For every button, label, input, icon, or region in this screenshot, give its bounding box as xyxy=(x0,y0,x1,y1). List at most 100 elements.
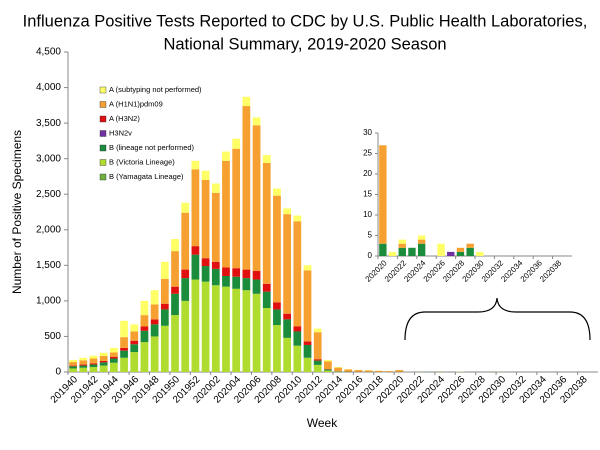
y-tick-label: 5 xyxy=(368,231,373,240)
bar-segment xyxy=(191,279,200,372)
x-axis-label: Week xyxy=(307,416,338,430)
bar-segment xyxy=(140,342,149,372)
y-tick-label: 2,000 xyxy=(36,224,61,235)
bar-segment xyxy=(89,363,98,365)
bar-segment xyxy=(201,258,210,267)
bar-segment xyxy=(130,324,139,332)
bar-segment xyxy=(334,367,342,368)
bar-segment xyxy=(201,170,210,180)
bar-segment xyxy=(89,367,98,372)
legend-swatch xyxy=(99,101,107,108)
bar-segment xyxy=(293,215,302,222)
bar-segment xyxy=(273,325,281,372)
bar-segment xyxy=(232,138,241,149)
bar-segment xyxy=(109,352,118,357)
bar-segment xyxy=(417,243,426,256)
bar-segment xyxy=(303,270,312,342)
bar-segment xyxy=(109,358,118,363)
bar-segment xyxy=(79,367,88,372)
bar-segment xyxy=(313,332,322,360)
inset-brace xyxy=(404,297,591,341)
bar-segment xyxy=(385,371,393,372)
bar-segment xyxy=(303,344,312,358)
bar-segment xyxy=(408,247,416,256)
bar-segment xyxy=(232,268,241,277)
bar-segment xyxy=(303,357,312,372)
bar-segment xyxy=(242,106,251,270)
bar-segment xyxy=(293,221,302,327)
bar-segment xyxy=(252,125,261,272)
bar-segment xyxy=(69,362,77,366)
bar-segment xyxy=(150,304,159,320)
bar-segment xyxy=(262,162,271,284)
bar-segment xyxy=(120,350,128,358)
bar-segment xyxy=(191,169,200,247)
bar-segment xyxy=(99,356,108,361)
bar-segment xyxy=(120,320,128,338)
legend-label: A (H3N2) xyxy=(109,114,140,123)
bar-segment xyxy=(398,247,406,256)
bar-segment xyxy=(447,251,455,256)
bar-segment xyxy=(160,325,169,372)
bar-segment xyxy=(150,319,159,325)
y-tick-label: 3,500 xyxy=(36,118,61,129)
y-tick-label: 3,000 xyxy=(36,153,61,164)
legend-label: B (Yamagata Lineage) xyxy=(109,172,184,181)
bar-segment xyxy=(293,326,302,332)
bar-segment xyxy=(334,367,342,372)
bar-segment xyxy=(313,328,322,333)
bar-segment xyxy=(283,214,292,314)
y-tick-label: 1,500 xyxy=(36,260,61,271)
bar-segment xyxy=(437,243,445,256)
bar-segment xyxy=(303,265,312,271)
y-tick-label: 0 xyxy=(368,251,373,260)
bar-segment xyxy=(417,235,426,240)
bar-segment xyxy=(89,358,98,364)
bar-segment xyxy=(222,286,230,372)
chart-subtitle: National Summary, 2019-2020 Season xyxy=(163,35,446,53)
bar-segment xyxy=(109,356,118,359)
legend-label: B (Victoria Lineage) xyxy=(109,157,175,166)
y-tick-label: 30 xyxy=(363,128,372,137)
y-tick-label: 1,000 xyxy=(36,296,61,307)
bar-segment xyxy=(273,195,281,303)
bar-segment xyxy=(262,308,271,372)
bar-segment xyxy=(242,290,251,372)
bar-segment xyxy=(324,359,332,362)
bar-segment xyxy=(120,337,128,348)
legend-swatch xyxy=(99,159,107,166)
bar-segment xyxy=(379,243,387,256)
bar-segment xyxy=(89,355,98,359)
bar-segment xyxy=(232,276,241,289)
legend-label: A (subtyping not performed) xyxy=(109,85,202,94)
bar-segment xyxy=(232,148,241,269)
bar-segment xyxy=(232,288,241,372)
bar-segment xyxy=(69,368,77,372)
bar-segment xyxy=(79,365,88,368)
bar-segment xyxy=(201,266,210,282)
bar-segment xyxy=(99,362,108,366)
bar-segment xyxy=(109,347,118,353)
bar-segment xyxy=(140,326,149,331)
bar-segment xyxy=(395,370,404,372)
bar-segment xyxy=(181,278,190,301)
bar-segment xyxy=(191,246,200,255)
y-tick-label: 0 xyxy=(55,367,61,378)
bar-segment xyxy=(171,286,179,294)
bar-segment xyxy=(99,365,108,372)
bar-segment xyxy=(273,309,281,326)
bar-segment xyxy=(160,303,169,310)
bar-segment xyxy=(283,337,292,372)
bar-segment xyxy=(262,291,271,308)
bar-segment xyxy=(303,341,312,345)
bar-segment xyxy=(293,345,302,372)
bar-segment xyxy=(130,344,139,353)
y-tick-label: 4,500 xyxy=(36,47,61,58)
bar-segment xyxy=(140,315,149,327)
bar-segment xyxy=(120,357,128,372)
bar-segment xyxy=(242,278,251,291)
bar-segment xyxy=(313,360,322,365)
bar-segment xyxy=(222,276,230,287)
bar-segment xyxy=(99,352,108,356)
